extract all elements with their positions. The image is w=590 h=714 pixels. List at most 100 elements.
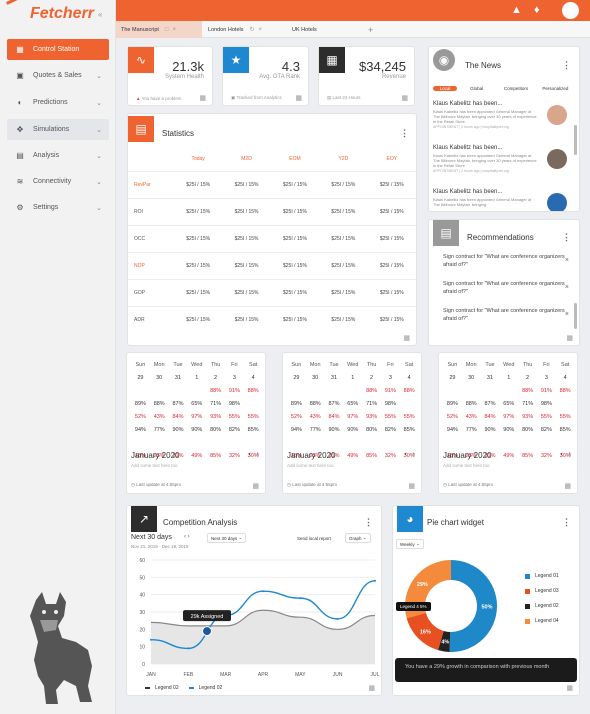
resize-grip-icon[interactable]: ▦	[295, 95, 302, 102]
sidebar-item-analysis[interactable]: ▤ Analysis ⌄	[7, 145, 109, 166]
close-icon[interactable]: ×	[564, 257, 569, 264]
calendar-day-cell[interactable]: 55%	[384, 413, 396, 420]
calendar-day-cell[interactable]: 91%	[228, 387, 240, 394]
send-report-link[interactable]: Send local report	[297, 536, 332, 541]
calendar-day-cell[interactable]: 97%	[347, 413, 359, 420]
calendar-day-cell[interactable]: 30%	[403, 452, 415, 459]
calendar-day-cell[interactable]: 77%	[309, 426, 321, 433]
calendar-day-cell[interactable]: 4	[407, 374, 411, 381]
calendar-day-cell[interactable]: 1	[195, 374, 199, 381]
view-select[interactable]: Graph ⌄	[345, 533, 371, 543]
calendar-day-cell[interactable]: 90%	[191, 426, 203, 433]
pie-legend-item[interactable]: Legend 01	[525, 573, 559, 579]
add-tab-button[interactable]: +	[363, 21, 377, 38]
calendar-day-cell[interactable]: 88%	[247, 387, 259, 394]
scrollbar[interactable]	[574, 303, 577, 329]
calendar-day-cell[interactable]: 1	[351, 374, 355, 381]
month-nav[interactable]: ‹ ›	[404, 451, 415, 458]
avatar[interactable]	[562, 2, 579, 19]
calendar-day-cell[interactable]: 82%	[540, 426, 552, 433]
calendar-day-cell[interactable]: 49%	[191, 452, 203, 459]
calendar-day-cell[interactable]: 88%	[153, 400, 165, 407]
resize-grip-icon[interactable]: ▦	[401, 95, 408, 102]
sidebar-item-simulations[interactable]: ✥ Simulations ⌄	[7, 119, 109, 140]
close-icon[interactable]: ×	[564, 311, 569, 318]
chevron-right-icon[interactable]: ›	[412, 451, 415, 458]
scrollbar[interactable]	[574, 125, 577, 155]
pie-legend-item[interactable]: Legend 04	[525, 618, 559, 624]
bell-icon[interactable]: ♦	[534, 4, 540, 16]
calendar-day-cell[interactable]: 49%	[347, 452, 359, 459]
calendar-day-cell[interactable]: 89%	[134, 400, 146, 407]
calendar-day-cell[interactable]: 49%	[503, 452, 515, 459]
more-menu-icon[interactable]: ⋮	[364, 517, 373, 527]
calendar-day-cell[interactable]: 65%	[347, 400, 359, 407]
calendar-day-cell[interactable]: 3	[388, 374, 392, 381]
calendar-day-cell[interactable]: 15%	[446, 452, 458, 459]
calendar-day-cell[interactable]: 80%	[522, 426, 534, 433]
recommendation-item[interactable]: Sign contract for "What are conference o…	[443, 253, 573, 279]
calendar-day-cell[interactable]: 89%	[290, 400, 302, 407]
calendar-day-cell[interactable]: 90%	[172, 426, 184, 433]
calendar-day-cell[interactable]: 94%	[134, 426, 146, 433]
calendar-day-cell[interactable]: 25%	[309, 452, 321, 459]
close-icon[interactable]: ×	[172, 26, 177, 33]
calendar-day-cell[interactable]: 80%	[210, 426, 222, 433]
calendar-day-cell[interactable]: 84%	[172, 413, 184, 420]
sidebar-item-settings[interactable]: ⚙ Settings ⌄	[7, 197, 109, 218]
calendar-day-cell[interactable]: 90%	[328, 426, 340, 433]
chevron-right-icon[interactable]: ›	[187, 534, 190, 540]
chevron-left-icon[interactable]: ‹	[560, 451, 563, 458]
calendar-day-cell[interactable]: 15%	[134, 452, 146, 459]
calendar-day-cell[interactable]: 2	[526, 374, 530, 381]
calendar-day-cell[interactable]: 52%	[446, 413, 458, 420]
calendar-day-cell[interactable]: 94%	[290, 426, 302, 433]
calendar-day-cell[interactable]: 88%	[309, 400, 321, 407]
pie-slice[interactable]	[406, 612, 444, 651]
news-tab-competitors[interactable]: Competitors	[503, 85, 529, 91]
close-icon[interactable]: ×	[564, 284, 569, 291]
calendar-day-cell[interactable]: 90%	[484, 426, 496, 433]
more-menu-icon[interactable]: ⋮	[562, 60, 571, 70]
double-chevron-left-icon[interactable]: «	[98, 10, 103, 19]
calendar-day-cell[interactable]: 88%	[366, 387, 378, 394]
calendar-day-cell[interactable]: 93%	[522, 413, 534, 420]
chevron-left-icon[interactable]: ‹	[184, 534, 186, 540]
calendar-day-cell[interactable]: 88%	[210, 387, 222, 394]
calendar-day-cell[interactable]: 84%	[484, 413, 496, 420]
calendar-day-cell[interactable]: 90%	[503, 426, 515, 433]
calendar-day-cell[interactable]: 85%	[559, 426, 571, 433]
news-tab-local[interactable]: Local	[433, 85, 457, 91]
tab-the-manuscript[interactable]: The Manuscript □ ×	[116, 21, 202, 38]
calendar-day-cell[interactable]: 89%	[446, 400, 458, 407]
calendar-day-cell[interactable]: 71%	[210, 400, 222, 407]
recommendation-item[interactable]: Sign contract for "What are conference o…	[443, 280, 573, 306]
calendar-day-cell[interactable]: 87%	[172, 400, 184, 407]
period-select[interactable]: Next 30 days ⌄	[207, 533, 247, 543]
calendar-day-cell[interactable]: 31%	[172, 452, 184, 459]
calendar-day-cell[interactable]: 91%	[384, 387, 396, 394]
calendar-day-cell[interactable]: 77%	[153, 426, 165, 433]
resize-grip-icon[interactable]: ▦	[252, 483, 259, 490]
calendar-day-cell[interactable]: 25%	[465, 452, 477, 459]
calendar-day-cell[interactable]: 85%	[247, 426, 259, 433]
brand-logo[interactable]: Fetcherr	[30, 5, 95, 22]
data-point[interactable]	[262, 590, 264, 593]
more-menu-icon[interactable]: ⋮	[562, 232, 571, 242]
calendar-day-cell[interactable]: 30	[156, 374, 163, 381]
calendar-day-cell[interactable]: 90%	[347, 426, 359, 433]
calendar-day-cell[interactable]: 29	[137, 374, 144, 381]
more-menu-icon[interactable]: ⋮	[562, 517, 571, 527]
calendar-day-cell[interactable]: 77%	[465, 426, 477, 433]
chevron-right-icon[interactable]: ›	[256, 451, 259, 458]
chevron-left-icon[interactable]: ‹	[404, 451, 407, 458]
resize-grip-icon[interactable]: ▦	[566, 685, 573, 692]
refresh-icon[interactable]: ↻	[249, 27, 255, 33]
news-item[interactable]: Klaus Kabelitz has been... Klaus Kabelit…	[433, 101, 569, 139]
tab-uk-hotels[interactable]: UK Hotels	[287, 21, 357, 38]
calendar-day-cell[interactable]: 4	[563, 374, 567, 381]
calendar-day-cell[interactable]: 2	[370, 374, 374, 381]
calendar-day-cell[interactable]: 52%	[134, 413, 146, 420]
pie-legend-item[interactable]: Legend 02	[525, 603, 559, 609]
calendar-day-cell[interactable]: 3	[544, 374, 548, 381]
